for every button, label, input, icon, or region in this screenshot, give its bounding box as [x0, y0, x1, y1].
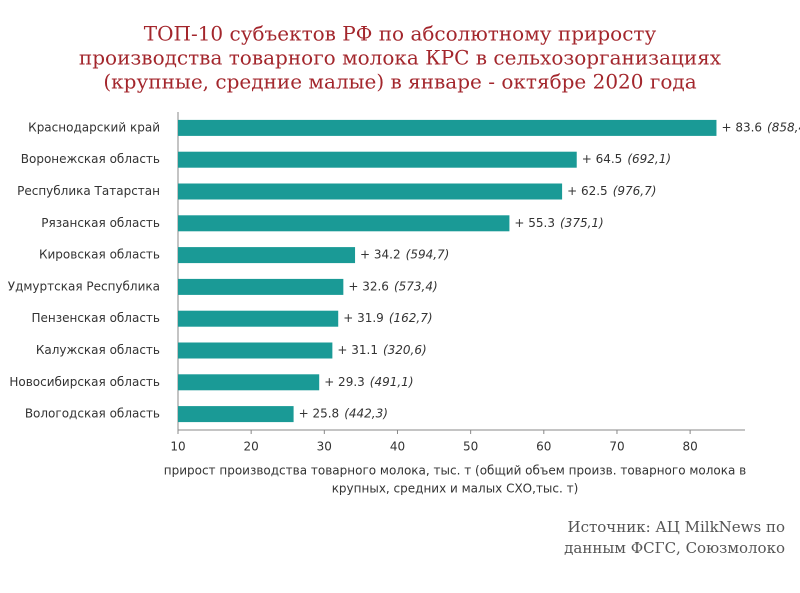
x-tick-label: 70: [609, 440, 624, 454]
x-axis-label: крупных, средних и малых СХО,тыс. т): [332, 482, 579, 496]
bar: [178, 151, 577, 168]
value-label: + 29.3: [324, 375, 365, 389]
category-label: Калужская область: [36, 343, 160, 357]
value-label: + 34.2: [360, 248, 401, 262]
total-label: (858,4): [767, 120, 800, 134]
x-tick-label: 80: [682, 440, 697, 454]
category-label: Воронежская область: [21, 152, 160, 166]
category-label: Вологодская область: [25, 407, 160, 421]
source: данным ФСГС, Союзмолоко: [564, 539, 785, 557]
total-label: (573,4): [394, 279, 438, 293]
total-label: (375,1): [560, 216, 604, 230]
value-label: + 64.5: [582, 152, 623, 166]
category-label: Краснодарский край: [28, 120, 160, 134]
bar: [178, 342, 333, 359]
category-label: Новосибирская область: [9, 375, 160, 389]
category-label: Пензенская область: [31, 311, 160, 325]
bar: [178, 215, 510, 232]
value-label: + 83.6: [721, 120, 762, 134]
total-label: (442,3): [344, 407, 388, 421]
x-tick-label: 20: [244, 440, 259, 454]
bar: [178, 278, 344, 295]
x-tick-label: 60: [536, 440, 551, 454]
source: Источник: АЦ MilkNews по: [567, 518, 785, 536]
x-tick-label: 30: [317, 440, 332, 454]
bar: [178, 374, 320, 391]
value-label: + 31.1: [337, 343, 378, 357]
bar: [178, 406, 294, 423]
x-axis-label: прирост производства товарного молока, т…: [164, 464, 747, 478]
category-label: Кировская область: [39, 248, 160, 262]
total-label: (162,7): [389, 311, 433, 325]
value-label: + 62.5: [567, 184, 608, 198]
total-label: (320,6): [383, 343, 427, 357]
category-label: Республика Татарстан: [17, 184, 160, 198]
value-label: + 31.9: [343, 311, 384, 325]
total-label: (594,7): [406, 248, 450, 262]
chart-title: ТОП-10 субъектов РФ по абсолютному приро…: [144, 22, 657, 46]
category-label: Удмуртская Республика: [8, 279, 160, 293]
x-tick-label: 10: [170, 440, 185, 454]
bar: [178, 310, 339, 327]
total-label: (692,1): [627, 152, 671, 166]
bar: [178, 119, 717, 136]
bar: [178, 247, 356, 264]
value-label: + 32.6: [348, 279, 389, 293]
chart-title: производства товарного молока КРС в сель…: [79, 46, 722, 70]
total-label: (976,7): [613, 184, 657, 198]
total-label: (491,1): [370, 375, 414, 389]
value-label: + 55.3: [514, 216, 555, 230]
bar: [178, 183, 563, 200]
category-label: Рязанская область: [41, 216, 160, 230]
chart-title: (крупные, средние малые) в январе - октя…: [103, 70, 696, 94]
x-tick-label: 50: [463, 440, 478, 454]
x-tick-label: 40: [390, 440, 405, 454]
value-label: + 25.8: [299, 407, 340, 421]
